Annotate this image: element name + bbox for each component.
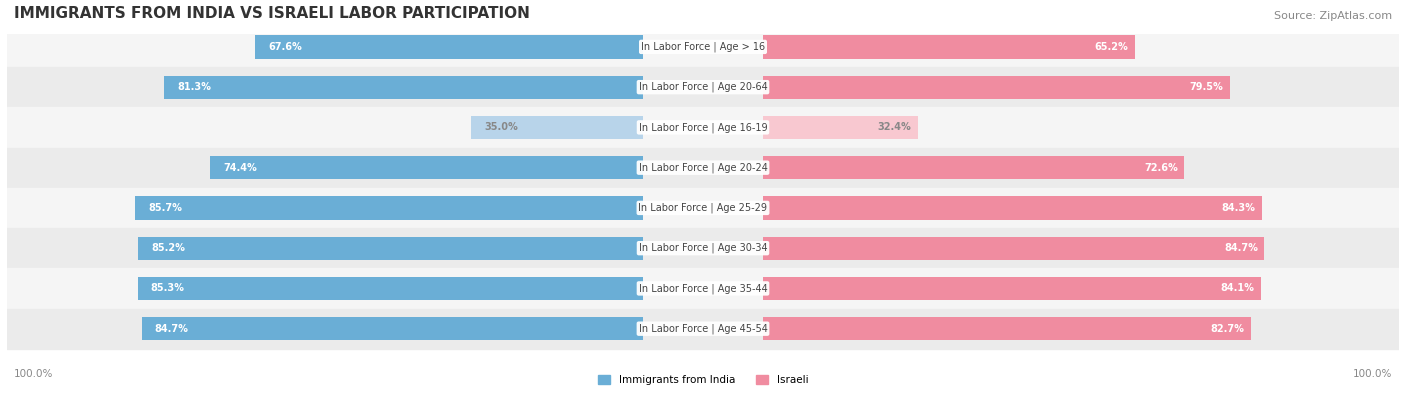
Bar: [7, 147, 1399, 188]
Text: 81.3%: 81.3%: [177, 82, 211, 92]
Text: 82.7%: 82.7%: [1211, 324, 1244, 334]
Bar: [135, 196, 644, 220]
Bar: [762, 196, 1261, 220]
Bar: [7, 27, 1399, 67]
Text: Source: ZipAtlas.com: Source: ZipAtlas.com: [1274, 11, 1392, 21]
Bar: [165, 75, 644, 99]
Bar: [7, 67, 1399, 107]
Text: In Labor Force | Age 45-54: In Labor Force | Age 45-54: [638, 324, 768, 334]
Bar: [762, 156, 1184, 179]
Bar: [471, 116, 644, 139]
Text: 84.1%: 84.1%: [1220, 284, 1254, 293]
Bar: [7, 268, 1399, 308]
Text: In Labor Force | Age 20-64: In Labor Force | Age 20-64: [638, 82, 768, 92]
Bar: [762, 75, 1230, 99]
Bar: [254, 35, 644, 58]
Bar: [762, 35, 1135, 58]
Text: 85.3%: 85.3%: [150, 284, 184, 293]
Bar: [138, 277, 644, 300]
Text: 79.5%: 79.5%: [1189, 82, 1223, 92]
Bar: [7, 188, 1399, 228]
Bar: [7, 107, 1399, 147]
Text: In Labor Force | Age 30-34: In Labor Force | Age 30-34: [638, 243, 768, 254]
Text: 74.4%: 74.4%: [224, 163, 257, 173]
Bar: [7, 308, 1399, 349]
Bar: [762, 317, 1251, 340]
Bar: [142, 317, 644, 340]
Text: 85.2%: 85.2%: [152, 243, 186, 253]
Text: 84.7%: 84.7%: [1225, 243, 1258, 253]
Text: In Labor Force | Age > 16: In Labor Force | Age > 16: [641, 41, 765, 52]
Text: 84.3%: 84.3%: [1222, 203, 1256, 213]
Text: 32.4%: 32.4%: [877, 122, 911, 132]
Text: 85.7%: 85.7%: [148, 203, 181, 213]
Text: 65.2%: 65.2%: [1095, 42, 1129, 52]
Bar: [209, 156, 644, 179]
Text: 100.0%: 100.0%: [1353, 369, 1392, 379]
Text: In Labor Force | Age 35-44: In Labor Force | Age 35-44: [638, 283, 768, 293]
Text: In Labor Force | Age 25-29: In Labor Force | Age 25-29: [638, 203, 768, 213]
Bar: [138, 237, 644, 260]
Text: In Labor Force | Age 16-19: In Labor Force | Age 16-19: [638, 122, 768, 133]
Text: IMMIGRANTS FROM INDIA VS ISRAELI LABOR PARTICIPATION: IMMIGRANTS FROM INDIA VS ISRAELI LABOR P…: [14, 6, 530, 21]
Legend: Immigrants from India, Israeli: Immigrants from India, Israeli: [592, 370, 814, 391]
Bar: [7, 228, 1399, 268]
Text: 67.6%: 67.6%: [269, 42, 302, 52]
Text: 100.0%: 100.0%: [14, 369, 53, 379]
Text: 72.6%: 72.6%: [1144, 163, 1178, 173]
Text: In Labor Force | Age 20-24: In Labor Force | Age 20-24: [638, 162, 768, 173]
Bar: [762, 116, 918, 139]
Text: 35.0%: 35.0%: [484, 122, 517, 132]
Bar: [762, 277, 1261, 300]
Bar: [762, 237, 1264, 260]
Text: 84.7%: 84.7%: [155, 324, 188, 334]
